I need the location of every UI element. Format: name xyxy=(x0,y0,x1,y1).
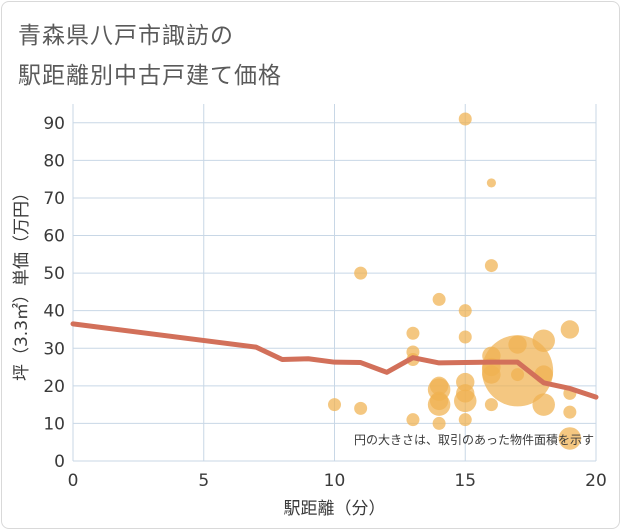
bubble-size-note: 円の大きさは、取引のあった物件面積を示す xyxy=(354,432,594,447)
data-bubble xyxy=(427,393,451,416)
data-bubble xyxy=(532,393,555,416)
data-bubble xyxy=(558,427,582,450)
data-bubble xyxy=(458,112,472,126)
data-bubble xyxy=(354,401,368,415)
y-tick-label: 70 xyxy=(43,189,65,209)
data-bubble xyxy=(532,329,555,353)
data-bubble xyxy=(511,368,525,382)
y-tick-label: 50 xyxy=(43,264,65,284)
chart-title-line1: 青森県八戸市諏訪の xyxy=(18,23,234,49)
data-bubble xyxy=(432,416,446,430)
trend-line-group xyxy=(70,321,599,400)
data-bubble xyxy=(563,405,577,419)
y-tick-label: 90 xyxy=(43,114,65,134)
data-bubble xyxy=(458,413,472,427)
data-bubble xyxy=(484,259,498,273)
grid-lines xyxy=(72,104,597,462)
axis-ticks: 0 5 10 15 20 0 10 20 30 40 50 60 70 80 90 xyxy=(43,114,606,491)
data-bubble xyxy=(508,335,527,354)
data-bubble xyxy=(328,398,341,412)
y-axis-label: 坪（3.3㎡）単価（万円） xyxy=(12,184,32,381)
x-tick-label: 0 xyxy=(68,471,79,491)
data-bubble xyxy=(486,178,496,188)
x-tick-label: 10 xyxy=(324,471,346,491)
data-bubble xyxy=(458,330,472,344)
data-bubble xyxy=(560,320,580,339)
data-bubble xyxy=(406,413,420,427)
data-bubble xyxy=(453,389,477,413)
chart-title-line2: 駅距離別中古戸建て価格 xyxy=(18,63,282,89)
y-tick-label: 80 xyxy=(43,151,65,171)
x-tick-label: 20 xyxy=(585,471,607,491)
y-tick-label: 10 xyxy=(43,414,65,434)
data-bubble xyxy=(458,304,472,318)
y-tick-label: 20 xyxy=(43,377,65,397)
y-tick-label: 60 xyxy=(43,227,65,247)
y-tick-label: 30 xyxy=(43,339,65,359)
y-tick-label: 0 xyxy=(54,452,65,472)
data-bubble xyxy=(406,326,420,340)
y-tick-label: 40 xyxy=(43,302,65,322)
data-bubble xyxy=(432,292,446,306)
x-tick-label: 15 xyxy=(454,471,476,491)
trend-line xyxy=(70,321,599,400)
x-tick-label: 5 xyxy=(198,471,209,491)
x-axis-label: 駅距離（分） xyxy=(284,499,386,519)
bubble-series xyxy=(328,112,582,450)
data-bubble xyxy=(354,266,368,280)
data-bubble xyxy=(484,398,498,412)
